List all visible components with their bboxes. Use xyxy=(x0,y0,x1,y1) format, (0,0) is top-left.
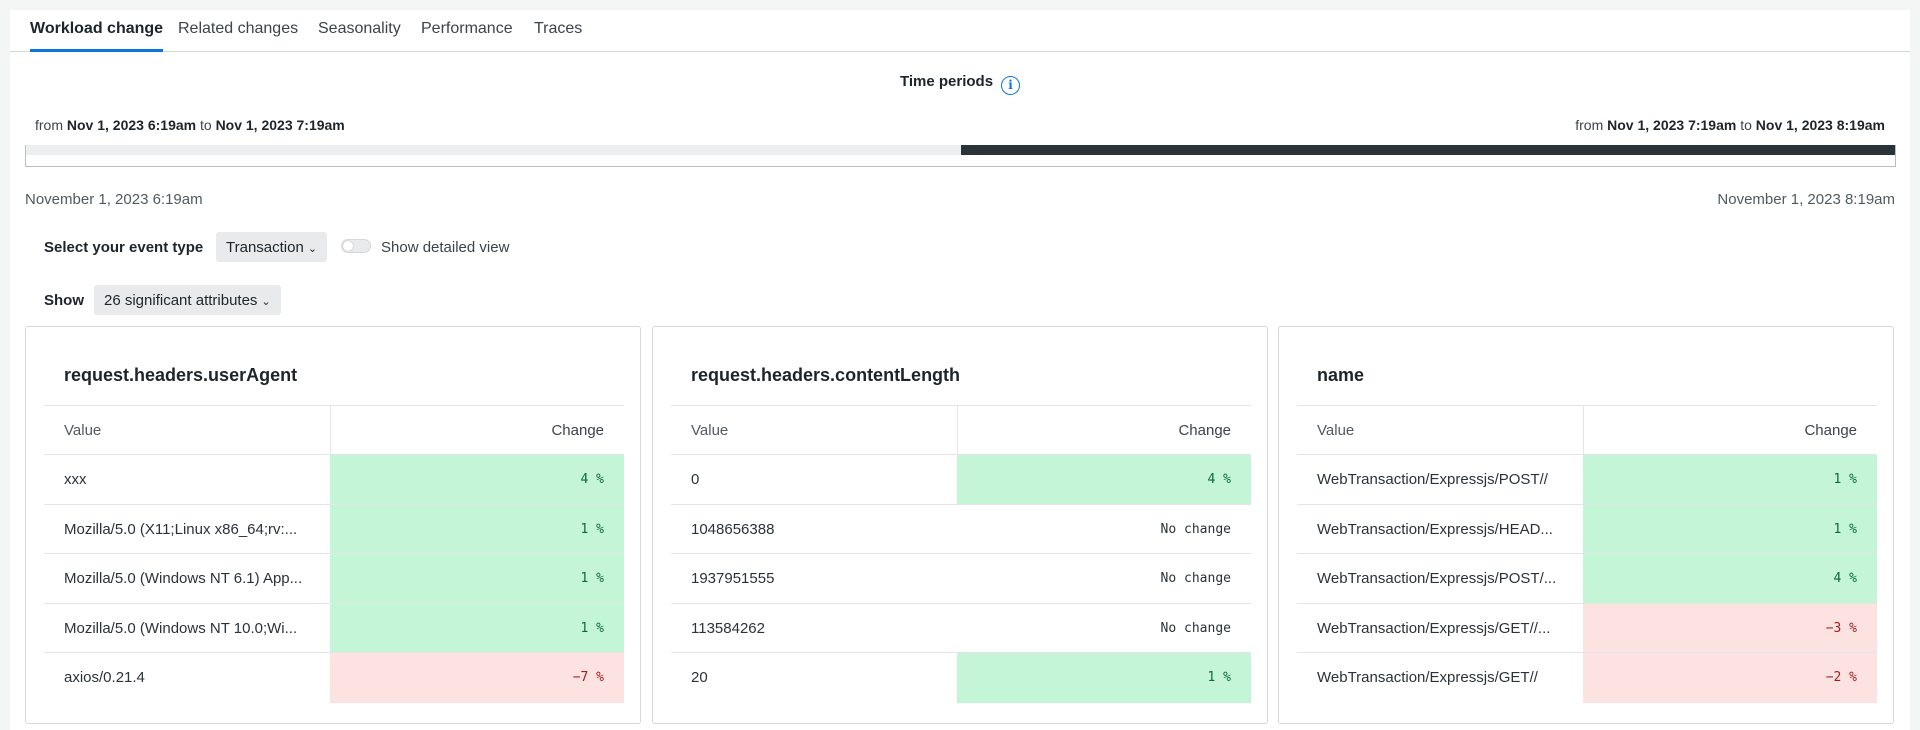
value-column-header: Value xyxy=(64,422,102,439)
value-cell: WebTransaction/Expressjs/GET// xyxy=(1317,669,1538,686)
table-header: Value Change xyxy=(671,405,1251,455)
attribute-table: Value Change WebTransaction/Expressjs/PO… xyxy=(1297,405,1877,703)
table-row[interactable]: Mozilla/5.0 (Windows NT 6.1) App... 1 % xyxy=(44,554,624,604)
value-cell: Mozilla/5.0 (X11;Linux x86_64;rv:... xyxy=(64,520,298,538)
table-row[interactable]: WebTransaction/Expressjs/POST// 1 % xyxy=(1297,455,1877,505)
event-type-dropdown[interactable]: Transaction ⌄ xyxy=(216,232,328,262)
table-row[interactable]: WebTransaction/Expressjs/GET// −2 % xyxy=(1297,653,1877,703)
change-cell: 1 % xyxy=(330,504,624,553)
value-cell: 20 xyxy=(691,669,708,686)
change-cell: 1 % xyxy=(330,554,624,603)
table-header: Value Change xyxy=(1297,405,1877,455)
tab-performance[interactable]: Performance xyxy=(421,20,513,37)
to-word: to xyxy=(199,117,212,133)
table-header: Value Change xyxy=(44,405,624,455)
from-word: from xyxy=(1575,117,1604,133)
change-cell: −7 % xyxy=(330,653,624,703)
change-cell: −2 % xyxy=(1583,653,1877,703)
value-cell: 1048656388 xyxy=(691,520,775,538)
table-row[interactable]: WebTransaction/Expressjs/HEAD... 1 % xyxy=(1297,504,1877,554)
change-cell: 4 % xyxy=(957,455,1251,504)
value-cell: WebTransaction/Expressjs/POST// xyxy=(1317,471,1548,488)
change-column-header[interactable]: Change xyxy=(1178,422,1231,439)
value-cell: 1937951555 xyxy=(691,570,775,587)
card-title: request.headers.contentLength xyxy=(691,365,961,385)
value-cell: WebTransaction/Expressjs/GET//... xyxy=(1317,619,1551,637)
table-row[interactable]: 20 1 % xyxy=(671,653,1251,703)
tab-bar: Workload change Related changes Seasonal… xyxy=(10,10,1910,52)
table-row[interactable]: WebTransaction/Expressjs/POST/... 4 % xyxy=(1297,554,1877,604)
time-periods-title: Time periods xyxy=(899,73,994,90)
comparison-end: Nov 1, 2023 8:19am xyxy=(1755,117,1885,133)
tab-workload-change[interactable]: Workload change xyxy=(30,20,164,52)
change-cell: −3 % xyxy=(1583,603,1877,652)
value-cell: 0 xyxy=(691,471,700,488)
tab-seasonality[interactable]: Seasonality xyxy=(318,20,401,37)
value-column-header: Value xyxy=(691,422,729,439)
timeline-end-label: November 1, 2023 8:19am xyxy=(1717,191,1895,208)
value-cell: WebTransaction/Expressjs/HEAD... xyxy=(1317,520,1553,538)
baseline-range: from Nov 1, 2023 6:19am to Nov 1, 2023 7… xyxy=(35,117,345,133)
value-cell: xxx xyxy=(64,471,87,488)
toggle-knob xyxy=(343,241,353,251)
comparison-range: from Nov 1, 2023 7:19am to Nov 1, 2023 8… xyxy=(1575,117,1885,133)
attribute-card-useragent: request.headers.userAgent Value Change x… xyxy=(25,326,641,724)
attribute-card-name: name Value Change WebTransaction/Express… xyxy=(1278,326,1894,724)
tab-traces[interactable]: Traces xyxy=(534,20,583,37)
chevron-down-icon: ⌄ xyxy=(261,296,271,308)
baseline-start: Nov 1, 2023 6:19am xyxy=(66,117,197,133)
change-cell: 1 % xyxy=(330,603,624,652)
table-row[interactable]: Mozilla/5.0 (X11;Linux x86_64;rv:... 1 % xyxy=(44,504,624,554)
detailed-view-toggle[interactable] xyxy=(341,239,371,253)
attribute-card-contentlength: request.headers.contentLength Value Chan… xyxy=(652,326,1268,724)
table-row[interactable]: 113584262 No change xyxy=(671,604,1251,653)
comparison-period-bar xyxy=(960,145,1895,155)
show-label: Show xyxy=(44,292,84,309)
to-word: to xyxy=(1740,117,1752,133)
value-cell: 113584262 xyxy=(691,619,765,637)
table-row[interactable]: 0 4 % xyxy=(671,455,1251,505)
time-periods-heading: Time periods i xyxy=(10,73,1910,95)
from-word: from xyxy=(35,117,63,133)
table-row[interactable]: axios/0.21.4 −7 % xyxy=(44,653,624,703)
event-type-value: Transaction xyxy=(226,239,304,256)
card-title: request.headers.userAgent xyxy=(64,365,298,385)
change-cell: 1 % xyxy=(957,653,1251,703)
time-range-bar xyxy=(25,145,1896,167)
change-cell: No change xyxy=(1160,521,1231,537)
change-cell: 1 % xyxy=(1583,504,1877,553)
card-title: name xyxy=(1317,365,1365,385)
value-cell: WebTransaction/Expressjs/POST/... xyxy=(1317,570,1557,587)
event-type-label: Select your event type xyxy=(44,239,204,256)
workload-panel: Workload change Related changes Seasonal… xyxy=(10,10,1910,730)
table-row[interactable]: xxx 4 % xyxy=(44,455,624,505)
comparison-start: Nov 1, 2023 7:19am xyxy=(1607,117,1737,133)
table-row[interactable]: 1048656388 No change xyxy=(671,505,1251,554)
change-column-header[interactable]: Change xyxy=(1804,422,1857,439)
change-column-header[interactable]: Change xyxy=(551,422,604,439)
value-cell: Mozilla/5.0 (Windows NT 6.1) App... xyxy=(64,570,303,587)
table-row[interactable]: Mozilla/5.0 (Windows NT 10.0;Wi... 1 % xyxy=(44,603,624,653)
attributes-value: 26 significant attributes xyxy=(104,292,258,309)
table-row[interactable]: 1937951555 No change xyxy=(671,554,1251,604)
baseline-end: Nov 1, 2023 7:19am xyxy=(215,117,345,133)
change-cell: No change xyxy=(1160,571,1231,586)
change-cell: 4 % xyxy=(330,455,624,504)
change-cell: No change xyxy=(1160,620,1231,636)
change-cell: 1 % xyxy=(1583,455,1877,504)
value-column-header: Value xyxy=(1317,422,1355,439)
timeline-start-label: November 1, 2023 6:19am xyxy=(25,191,203,208)
attribute-table: Value Change xxx 4 % Mozilla/5.0 (X11;Linu… xyxy=(44,405,624,703)
change-cell: 4 % xyxy=(1583,554,1877,603)
table-row[interactable]: WebTransaction/Expressjs/GET//... −3 % xyxy=(1297,603,1877,653)
chevron-down-icon: ⌄ xyxy=(307,243,318,255)
value-cell: axios/0.21.4 xyxy=(64,669,145,686)
info-icon[interactable]: i xyxy=(1001,76,1021,95)
value-cell: Mozilla/5.0 (Windows NT 10.0;Wi... xyxy=(64,619,298,637)
attributes-dropdown[interactable]: 26 significant attributes ⌄ xyxy=(94,285,281,315)
detailed-view-label: Show detailed view xyxy=(381,239,510,256)
baseline-period-bar xyxy=(26,145,961,155)
tab-related-changes[interactable]: Related changes xyxy=(178,20,299,37)
